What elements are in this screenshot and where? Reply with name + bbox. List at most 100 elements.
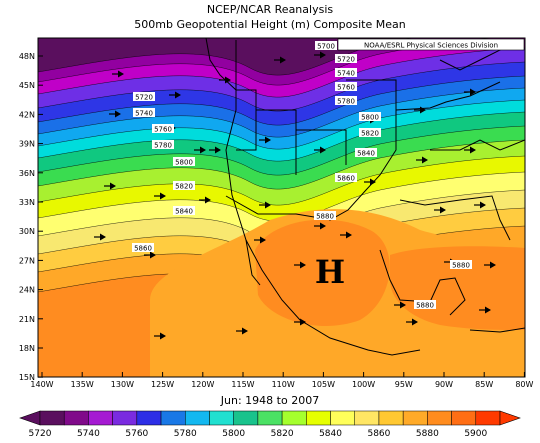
colorbar-swatch bbox=[378, 410, 404, 426]
lat-label: 27N bbox=[19, 256, 35, 265]
contour-label: 5760 bbox=[337, 84, 355, 92]
wind-arrow bbox=[154, 192, 166, 200]
wind-arrow bbox=[414, 106, 426, 114]
contour-label-bg bbox=[450, 260, 472, 269]
wind-arrow bbox=[394, 301, 406, 309]
colorbar-swatch bbox=[185, 410, 210, 426]
contour-label: 5780 bbox=[154, 142, 172, 150]
wind-arrow bbox=[259, 136, 271, 144]
contour-label-bg bbox=[335, 96, 357, 105]
wind-arrow bbox=[104, 182, 116, 190]
lat-label: 15N bbox=[19, 373, 35, 382]
lon-label: 130W bbox=[111, 380, 134, 389]
high-pressure-marker: H bbox=[315, 253, 345, 291]
wind-arrow bbox=[314, 222, 326, 230]
wind-arrow bbox=[464, 146, 476, 154]
contour-label-bg bbox=[359, 112, 381, 121]
colorbar-swatch bbox=[306, 410, 331, 426]
colorbar-swatch bbox=[233, 410, 259, 426]
colorbar-swatch bbox=[160, 410, 186, 426]
wind-arrow bbox=[364, 178, 376, 186]
colorbar-swatch bbox=[451, 410, 477, 426]
contour-label: 5840 bbox=[357, 150, 375, 158]
date-range: Jun: 1948 to 2007 bbox=[220, 394, 320, 407]
wind-arrow bbox=[154, 332, 166, 340]
wind-arrow bbox=[314, 51, 326, 59]
colorbar-label: 5800 bbox=[222, 429, 246, 439]
contour-label-bg bbox=[355, 148, 377, 157]
contour-label: 5720 bbox=[337, 56, 355, 64]
contour-label: 5760 bbox=[154, 126, 172, 134]
wind-arrow bbox=[434, 206, 446, 214]
wind-arrow bbox=[169, 91, 181, 99]
contour-label: 5800 bbox=[361, 114, 379, 122]
contour-label: 5820 bbox=[361, 130, 379, 138]
wind-arrow bbox=[219, 76, 231, 84]
contour-label: 5740 bbox=[337, 70, 355, 78]
wind-arrow bbox=[199, 196, 211, 204]
wind-arrow bbox=[112, 70, 124, 78]
credit-box bbox=[337, 38, 525, 51]
lat-label: 21N bbox=[19, 315, 35, 324]
contour-label-bg bbox=[173, 181, 195, 190]
longitude-labels: 140W 135W 130W 125W 120W 115W 110W 105W 100W 95W 9… bbox=[30, 372, 534, 389]
title-line-1: NCEP/NCAR Reanalysis bbox=[206, 3, 334, 16]
contour-label-bg bbox=[152, 124, 174, 133]
contour-label: 5880 bbox=[452, 262, 470, 270]
lat-label: 18N bbox=[19, 344, 35, 353]
colorbar-swatch bbox=[88, 410, 113, 426]
lat-label: 45N bbox=[19, 81, 35, 90]
contour-label: 5860 bbox=[134, 245, 152, 253]
colorbar-swatch bbox=[281, 410, 307, 426]
lat-label: 39N bbox=[19, 140, 35, 149]
plot-frame bbox=[37, 37, 526, 378]
wind-arrow bbox=[274, 56, 286, 64]
lon-label: 105W bbox=[312, 380, 335, 389]
contour-label-bg bbox=[414, 300, 436, 309]
colorbar-label: 5720 bbox=[28, 429, 52, 439]
wind-arrow bbox=[340, 231, 352, 239]
lon-label: 80W bbox=[515, 380, 533, 389]
wind-arrow bbox=[484, 261, 496, 269]
contour-label: 5780 bbox=[337, 98, 355, 106]
colorbar-swatch bbox=[209, 410, 234, 426]
colorbar-swatch bbox=[354, 410, 380, 426]
wind-arrow bbox=[259, 201, 271, 209]
contour-label-bg bbox=[335, 54, 357, 63]
wind-arrow bbox=[294, 318, 306, 326]
colorbar-swatch bbox=[257, 410, 283, 426]
latitude-labels: 48N 45N 42N 39N 36N 33N 30N 27N 24N 21N 18N 15N bbox=[19, 52, 43, 382]
wind-arrow bbox=[406, 318, 418, 326]
lon-label: 90W bbox=[435, 380, 453, 389]
colorbar-label: 5860 bbox=[367, 429, 391, 439]
wind-arrow bbox=[314, 146, 326, 154]
wind-arrow bbox=[464, 88, 476, 96]
height-field: 5700572057405760578057205740576057805800… bbox=[38, 38, 525, 377]
contour-label-bg bbox=[314, 211, 336, 220]
colorbar-swatch bbox=[402, 410, 428, 426]
wind-arrow bbox=[474, 201, 486, 209]
lat-label: 30N bbox=[19, 227, 35, 236]
lon-label: 85W bbox=[475, 380, 493, 389]
wind-arrow bbox=[194, 146, 206, 154]
wind-arrow bbox=[294, 261, 306, 269]
colorbar-label: 5780 bbox=[173, 429, 197, 439]
contour-label: 5880 bbox=[416, 302, 434, 310]
lon-label: 135W bbox=[71, 380, 94, 389]
contour-labels: 5700572057405760578057205740576057805800… bbox=[132, 41, 472, 310]
contour-label-bg bbox=[133, 108, 155, 117]
colorbar-swatch bbox=[475, 410, 501, 426]
wind-arrow bbox=[236, 327, 248, 335]
wind-arrow bbox=[94, 233, 106, 241]
lat-label: 24N bbox=[19, 286, 35, 295]
lon-label: 120W bbox=[191, 380, 214, 389]
colorbar-label: 5740 bbox=[76, 429, 100, 439]
lat-label: 42N bbox=[19, 110, 35, 119]
colorbar-swatch bbox=[112, 410, 138, 426]
colorbar-label: 5820 bbox=[270, 429, 294, 439]
colorbar bbox=[19, 410, 521, 426]
wind-arrow bbox=[479, 306, 491, 314]
lon-label: 95W bbox=[395, 380, 413, 389]
colorbar-label: 5840 bbox=[319, 429, 342, 439]
colorbar-high-arrow bbox=[499, 410, 521, 426]
